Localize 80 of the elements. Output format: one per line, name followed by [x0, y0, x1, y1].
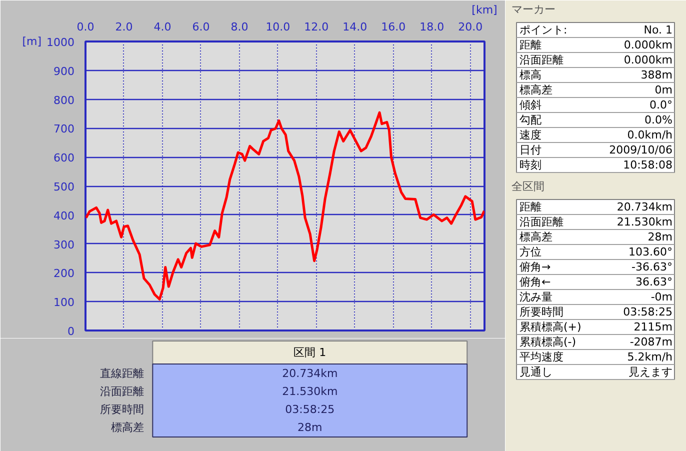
y-tick-label: 100 [54, 296, 75, 310]
y-tick-label: 1000 [46, 36, 75, 49]
text: 平均速度 [520, 350, 564, 364]
x-tick-label: 6.0 [192, 20, 210, 34]
x-tick-label: 4.0 [154, 20, 172, 34]
text: 0m [654, 84, 673, 96]
y-tick-label: 0 [68, 325, 74, 338]
text: 28m [648, 230, 673, 244]
y-tick-label: 200 [54, 267, 75, 280]
text: 2009/10/06 [609, 144, 673, 156]
text: -0m [650, 290, 673, 304]
text: 21.530km [616, 216, 673, 228]
x-tick-label: 18.0 [420, 20, 444, 34]
text: 俯角← [520, 276, 551, 288]
y-tick-label: 500 [54, 180, 75, 194]
x-tick-label: 0.0 [76, 20, 94, 34]
text: 沿面距離 [100, 385, 144, 398]
text: 03:58:25 [285, 403, 335, 416]
x-tick-label: 20.0 [458, 20, 483, 34]
text: 距離 [520, 200, 542, 214]
text: マーカー [512, 3, 556, 16]
text: 累積標高(-) [520, 336, 576, 348]
text: 区間 1 [294, 346, 326, 359]
text: 0.000km [624, 38, 672, 52]
text: 距離 [520, 38, 542, 52]
x-tick-label: 16.0 [381, 20, 406, 34]
text: 見えます [628, 366, 672, 378]
text: 0.000km [624, 54, 672, 66]
text: 直線距離 [100, 367, 144, 380]
line-series [86, 111, 484, 301]
y-axis-title: [m] [22, 35, 42, 48]
text: 2115m [634, 320, 673, 334]
y-tick-label: 600 [54, 152, 75, 165]
text: 沿面距離 [520, 216, 564, 228]
text: 5.2km/h [627, 350, 673, 364]
text: 傾斜 [520, 98, 542, 112]
text: 21.530km [282, 385, 338, 398]
text: 388m [640, 68, 673, 82]
text: 0.0km/h [627, 128, 673, 142]
y-tick-label: 300 [54, 238, 75, 252]
text: 0.0° [650, 98, 673, 112]
text: 10:58:08 [623, 158, 673, 172]
text: 標高差 [520, 230, 552, 244]
y-tick-label: 400 [54, 209, 75, 222]
text: 累積標高(+) [520, 320, 582, 334]
text: 20.734km [282, 367, 338, 380]
text: 標高差 [520, 84, 552, 96]
x-tick-label: 14.0 [342, 20, 368, 34]
y-tick-label: 900 [54, 64, 75, 78]
x-tick-label: 10.0 [266, 20, 290, 34]
text: No. 1 [644, 24, 673, 36]
text: 20.734km [616, 200, 673, 214]
text: 0.0% [644, 114, 673, 126]
x-axis-title: [km] [472, 4, 498, 16]
text: ポイント: [520, 24, 568, 36]
y-tick-label: 700 [54, 122, 75, 136]
text: 見通し [520, 366, 552, 378]
text: -36.63° [632, 260, 673, 274]
text: -2087m [630, 336, 673, 348]
text: 所要時間 [520, 306, 564, 318]
text: 03:58:25 [623, 306, 673, 318]
text: 日付 [520, 144, 542, 156]
text: 所要時間 [100, 403, 144, 416]
x-tick-label: 12.0 [304, 20, 329, 34]
text: 沿面距離 [520, 54, 564, 66]
text: 全区間 [512, 180, 544, 193]
text: 沈み量 [520, 290, 552, 304]
text: 103.60° [628, 246, 673, 258]
text: 28m [298, 421, 322, 434]
text: 36.63° [636, 276, 673, 288]
x-tick-label: 8.0 [230, 20, 248, 34]
text: 標高差 [110, 421, 144, 434]
text: 標高 [520, 68, 542, 82]
x-tick-label: 2.0 [115, 20, 133, 34]
text: 勾配 [520, 114, 542, 126]
text: 速度 [520, 128, 542, 142]
text: 方位 [520, 246, 542, 258]
y-tick-label: 800 [54, 94, 75, 107]
text: 俯角→ [520, 260, 551, 274]
text: 時刻 [520, 158, 542, 172]
